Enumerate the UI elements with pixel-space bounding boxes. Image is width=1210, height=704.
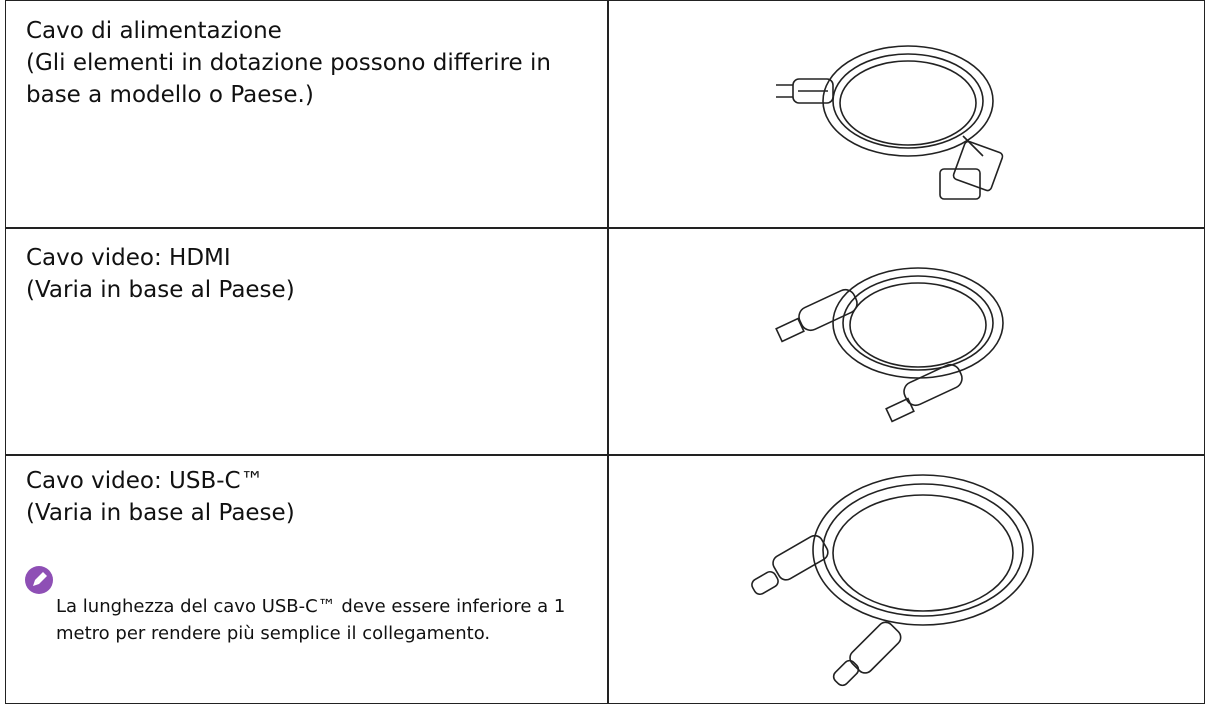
row-text: Cavo video: USB-C™ (Varia in base al Pae… bbox=[26, 465, 596, 529]
usbc-cable-image bbox=[751, 474, 1034, 687]
cell: Cavo video: HDMI (Varia in base al Paese… bbox=[5, 227, 609, 456]
row-title: Cavo di alimentazione bbox=[26, 18, 282, 44]
power-cable-image bbox=[776, 45, 1004, 200]
row-subtitle: (Varia in base al Paese) bbox=[26, 500, 295, 526]
note-text: La lunghezza del cavo USB-C™ deve essere… bbox=[56, 596, 566, 644]
cell bbox=[607, 454, 1205, 704]
cell bbox=[607, 227, 1205, 456]
note-icon bbox=[25, 566, 53, 594]
cell bbox=[607, 0, 1205, 229]
row-text: Cavo video: HDMI (Varia in base al Paese… bbox=[26, 242, 596, 306]
row-text: Cavo di alimentazione (Gli elementi in d… bbox=[26, 15, 596, 111]
row-title: Cavo video: HDMI bbox=[26, 245, 231, 271]
row-subtitle: (Gli elementi in dotazione possono diffe… bbox=[26, 50, 551, 108]
row-title: Cavo video: USB-C™ bbox=[26, 468, 264, 494]
cell: Cavo di alimentazione (Gli elementi in d… bbox=[5, 0, 609, 229]
row-subtitle: (Varia in base al Paese) bbox=[26, 277, 295, 303]
cell: Cavo video: USB-C™ (Varia in base al Pae… bbox=[5, 454, 609, 704]
hdmi-cable-image bbox=[775, 267, 1004, 423]
